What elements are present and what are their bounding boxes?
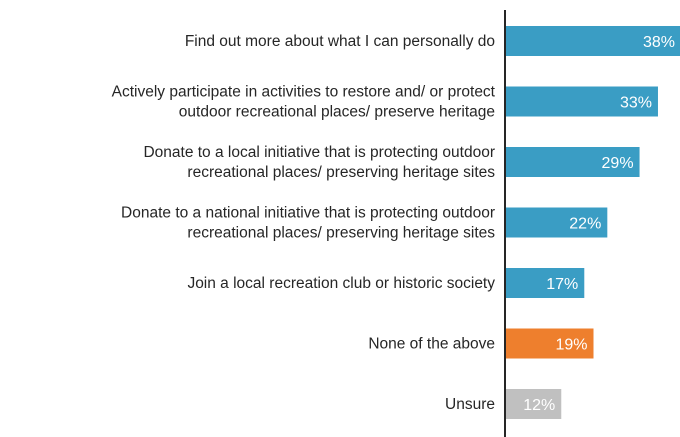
bar-3 [506, 147, 640, 177]
category-label-3: Donate to a local initiative that is pro… [143, 144, 495, 181]
category-label-4: Donate to a national initiative that is … [121, 205, 495, 242]
category-label-1: Find out more about what I can personall… [185, 33, 495, 50]
bar-1 [506, 26, 680, 56]
value-label-5: 17% [546, 276, 578, 293]
category-label-6: None of the above [368, 336, 495, 353]
category-label-2: Actively participate in activities to re… [112, 84, 496, 121]
value-label-4: 22% [569, 216, 601, 233]
value-label-2: 33% [620, 95, 652, 112]
value-label-7: 12% [523, 397, 555, 414]
category-label-7: Unsure [445, 396, 495, 413]
bar-2 [506, 86, 658, 117]
bar-5 [506, 268, 585, 298]
bar-7 [506, 389, 562, 419]
category-label-5: Join a local recreation club or historic… [187, 275, 495, 292]
value-label-6: 19% [555, 337, 587, 354]
value-label-1: 38% [643, 34, 675, 51]
value-label-3: 29% [602, 155, 634, 172]
bar-4 [506, 207, 608, 238]
bar-6 [506, 328, 594, 359]
